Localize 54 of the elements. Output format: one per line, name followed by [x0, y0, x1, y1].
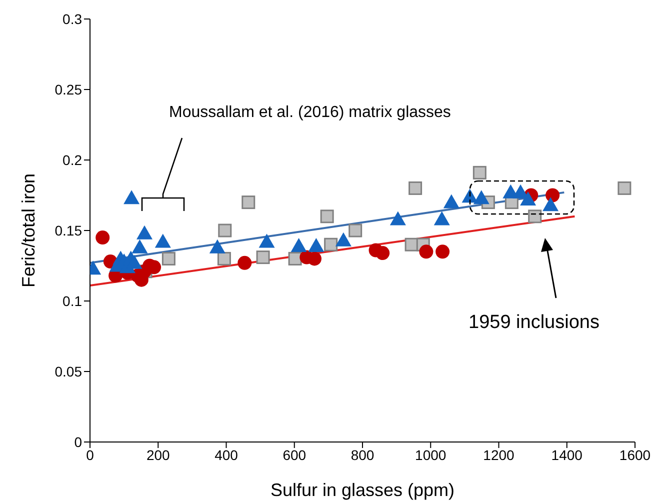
- point: [520, 191, 536, 206]
- point: [96, 230, 110, 245]
- x-axis-title: Sulfur in glasses (ppm): [270, 480, 455, 500]
- y-tick-label: 0.2: [62, 152, 82, 168]
- point: [154, 234, 171, 248]
- point: [290, 238, 307, 252]
- point: [242, 196, 256, 210]
- point: [528, 210, 542, 224]
- point: [209, 239, 226, 254]
- x-tick-label: 1200: [483, 446, 515, 463]
- x-tick-label: 1400: [551, 446, 583, 463]
- point: [132, 239, 148, 254]
- x-tick-label: 800: [350, 446, 374, 463]
- x-tick-label: 600: [282, 446, 306, 463]
- y-tick-label: 0.25: [54, 81, 82, 98]
- x-tick-label: 1600: [619, 446, 651, 463]
- point: [256, 250, 270, 264]
- point: [542, 197, 559, 212]
- x-tick-label: 1000: [415, 446, 446, 463]
- x-tick-label: 200: [146, 446, 170, 463]
- point: [443, 194, 460, 208]
- y-axis-title: Feric/total iron: [18, 173, 38, 288]
- point: [618, 181, 632, 195]
- point: [162, 252, 176, 266]
- point: [335, 232, 352, 246]
- y-tick-label: 0: [74, 434, 82, 450]
- annotation: Moussallam et al. (2016) matrix glasses: [168, 104, 452, 122]
- point: [434, 211, 450, 226]
- point: [217, 252, 231, 266]
- point: [472, 166, 486, 180]
- point: [348, 224, 362, 238]
- point: [238, 256, 252, 270]
- point: [473, 190, 490, 204]
- point: [218, 224, 232, 238]
- point: [408, 181, 422, 195]
- point: [124, 190, 140, 204]
- point: [288, 252, 302, 266]
- point: [324, 238, 338, 252]
- y-tick-label: 0.1: [62, 292, 82, 309]
- y-tick-label: 0.3: [62, 10, 82, 27]
- point: [308, 238, 324, 252]
- point: [436, 244, 450, 259]
- annotation: 1959 inclusions: [468, 312, 600, 334]
- y-tick-label: 0.05: [54, 363, 82, 380]
- point: [320, 210, 334, 224]
- point: [136, 225, 152, 240]
- point: [419, 244, 434, 259]
- x-tick-label: 0: [86, 446, 94, 463]
- point: [376, 246, 390, 260]
- point: [258, 234, 275, 248]
- point: [390, 211, 406, 226]
- point: [546, 188, 560, 202]
- y-tick-label: 0.15: [54, 222, 82, 238]
- x-tick-label: 400: [214, 446, 238, 463]
